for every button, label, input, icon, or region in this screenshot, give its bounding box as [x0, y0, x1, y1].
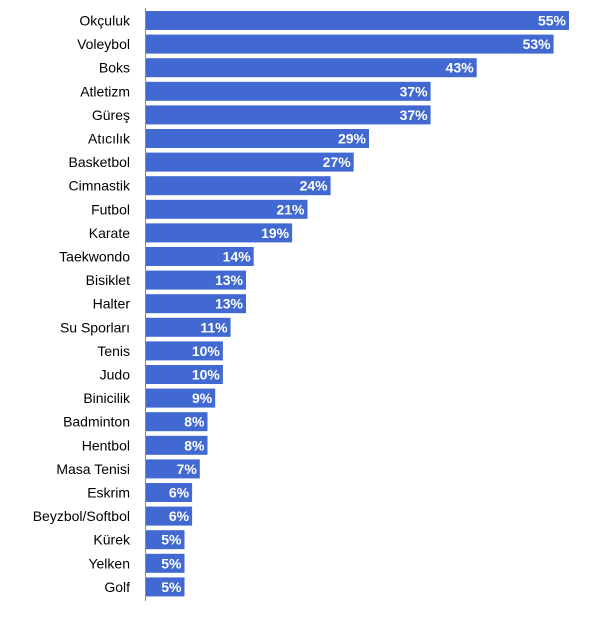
- value-label-boks: 43%: [446, 60, 475, 76]
- value-label-binicilik: 9%: [192, 390, 213, 406]
- bar-kurek: [146, 530, 185, 550]
- value-label-taekwondo: 14%: [223, 249, 252, 265]
- value-label-basketbol: 27%: [323, 154, 352, 170]
- value-label-golf: 5%: [161, 579, 182, 595]
- value-label-atletizm: 37%: [400, 83, 429, 99]
- value-label-gures: 37%: [400, 107, 429, 123]
- category-label-basketbol: Basketbol: [69, 154, 130, 170]
- bar-tenis: [146, 341, 223, 361]
- bar-futbol: [146, 199, 308, 219]
- bar-cimnastik: [146, 176, 331, 196]
- category-label-atletizm: Atletizm: [80, 83, 130, 99]
- value-label-judo: 10%: [192, 367, 221, 383]
- category-label-su-sporlari: Su Sporları: [60, 319, 130, 335]
- value-label-eskrim: 6%: [169, 485, 190, 501]
- value-label-hentbol: 8%: [184, 437, 205, 453]
- value-labels: 55% 53% 43% 37% 37% 29% 27% 24% 21% 19% 14% 13% 13% 1…: [161, 13, 566, 595]
- bar-aticilik: [146, 129, 369, 148]
- bar-bisiklet: [146, 270, 246, 290]
- category-label-binicilik: Binicilik: [83, 390, 131, 406]
- value-label-badminton: 8%: [184, 414, 205, 430]
- bar-badminton: [146, 412, 208, 432]
- category-label-yelken: Yelken: [88, 555, 130, 571]
- category-label-okculuk: Okçuluk: [79, 13, 131, 29]
- category-label-golf: Golf: [104, 579, 130, 595]
- category-label-taekwondo: Taekwondo: [59, 249, 130, 265]
- category-label-kurek: Kürek: [93, 532, 131, 548]
- bar-masa-tenisi: [146, 459, 200, 479]
- bar-eskrim: [146, 483, 193, 502]
- bar-gures: [146, 105, 431, 125]
- category-label-judo: Judo: [100, 367, 131, 383]
- value-label-okculuk: 55%: [538, 13, 567, 29]
- category-label-karate: Karate: [89, 225, 130, 241]
- bar-judo: [146, 365, 223, 384]
- category-label-badminton: Badminton: [63, 414, 130, 430]
- bar-golf: [146, 577, 185, 597]
- value-label-futbol: 21%: [276, 201, 305, 217]
- bar-binicilik: [146, 388, 216, 408]
- category-label-hentbol: Hentbol: [82, 437, 130, 453]
- bar-halter: [146, 294, 246, 314]
- category-labels: Okçuluk Voleybol Boks Atletizm Güreş Atıcılık…: [33, 13, 131, 595]
- category-label-futbol: Futbol: [91, 201, 130, 217]
- category-label-aticilik: Atıcılık: [88, 131, 131, 147]
- bar-voleybol: [146, 34, 554, 54]
- category-label-boks: Boks: [99, 60, 130, 76]
- value-label-su-sporlari: 11%: [200, 319, 228, 335]
- category-label-masa-tenisi: Masa Tenisi: [56, 461, 130, 477]
- category-label-beyzbol-softbol: Beyzbol/Softbol: [33, 508, 130, 524]
- bar-okculuk: [146, 11, 569, 30]
- value-label-bisiklet: 13%: [215, 272, 244, 288]
- bar-taekwondo: [146, 247, 254, 266]
- value-label-beyzbol-softbol: 6%: [169, 508, 190, 524]
- value-label-aticilik: 29%: [338, 131, 367, 147]
- bar-hentbol: [146, 435, 208, 455]
- bar-atletizm: [146, 81, 431, 101]
- bar-karate: [146, 223, 293, 243]
- value-label-cimnastik: 24%: [300, 178, 329, 194]
- value-label-masa-tenisi: 7%: [177, 461, 198, 477]
- value-label-kurek: 5%: [161, 532, 182, 548]
- bar-yelken: [146, 553, 185, 573]
- category-label-voleybol: Voleybol: [77, 36, 130, 52]
- value-label-karate: 19%: [261, 225, 290, 241]
- category-label-halter: Halter: [93, 296, 131, 312]
- bar-su-sporlari: [146, 317, 231, 337]
- category-label-cimnastik: Cimnastik: [69, 178, 131, 194]
- value-label-tenis: 10%: [192, 343, 221, 359]
- category-label-gures: Güreş: [92, 107, 130, 123]
- bar-beyzbol-softbol: [146, 506, 193, 526]
- value-label-voleybol: 53%: [523, 36, 552, 52]
- bar-boks: [146, 58, 477, 78]
- value-label-yelken: 5%: [161, 555, 182, 571]
- bar-basketbol: [146, 152, 354, 172]
- category-label-tenis: Tenis: [97, 343, 130, 359]
- value-label-halter: 13%: [215, 296, 244, 312]
- category-label-eskrim: Eskrim: [87, 485, 130, 501]
- category-label-bisiklet: Bisiklet: [86, 272, 130, 288]
- bars-layer: [146, 11, 569, 597]
